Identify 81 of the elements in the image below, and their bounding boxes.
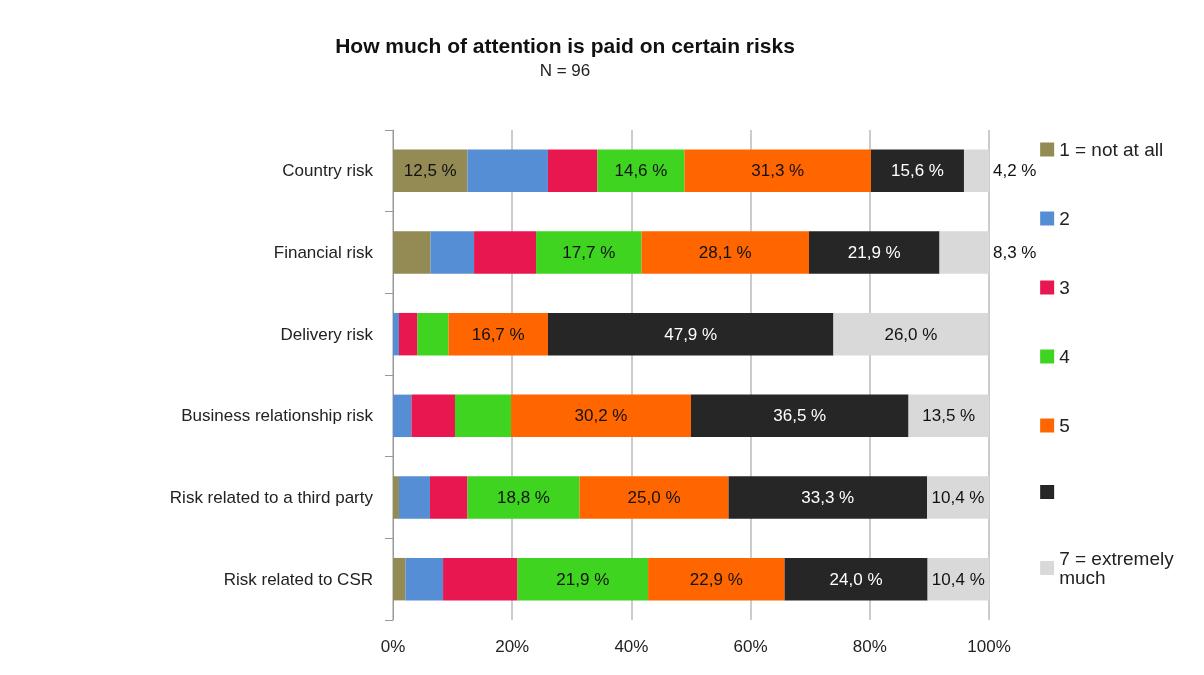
- x-tick-label: 40%: [614, 637, 649, 656]
- bar: [684, 149, 871, 193]
- bar: [393, 312, 399, 356]
- bar: [547, 149, 598, 193]
- data-label: 31,3 %: [751, 161, 805, 181]
- bar: [411, 394, 455, 438]
- bar: [927, 476, 989, 519]
- data-label: 21,9 %: [847, 243, 901, 262]
- bar: [448, 312, 548, 356]
- bar: [809, 231, 940, 274]
- data-label: 28,1 %: [698, 243, 752, 262]
- data-label: 22,9 %: [689, 569, 743, 589]
- x-tick-label: 20%: [495, 637, 530, 656]
- bar: [454, 394, 512, 438]
- bar: [517, 557, 649, 601]
- chart-subtitle: N = 96: [539, 61, 591, 80]
- y-tick-label: Delivery risk: [280, 324, 374, 344]
- x-tick-label: 80%: [852, 637, 887, 656]
- y-tick-label: Business relationship risk: [181, 406, 374, 426]
- legend-label: 3: [1059, 277, 1070, 298]
- bar: [597, 149, 685, 193]
- data-label: 25,0 %: [627, 488, 681, 507]
- bar: [536, 231, 642, 274]
- data-label: 30,2 %: [574, 406, 628, 426]
- bar: [641, 231, 810, 274]
- data-label: 18,8 %: [497, 488, 550, 507]
- bar: [393, 149, 468, 193]
- legend-label: 5: [1059, 415, 1070, 436]
- legend-label: 7 = extremely much: [1059, 548, 1180, 588]
- data-label: 24,0 %: [829, 569, 883, 589]
- bar: [784, 557, 928, 601]
- bar: [547, 312, 834, 356]
- bar: [405, 557, 444, 601]
- data-label: 14,6 %: [614, 161, 668, 181]
- y-tick-label: Country risk: [282, 161, 374, 181]
- bar: [870, 149, 964, 193]
- bar: [398, 476, 430, 519]
- bar: [398, 312, 418, 356]
- legend-label: 1 = not at all: [1059, 139, 1164, 160]
- chart-title: How much of attention is paid on certain risks: [335, 34, 795, 57]
- data-label: 26,0 %: [884, 324, 938, 344]
- bar: [691, 394, 909, 438]
- y-tick-label: Financial risk: [273, 243, 374, 262]
- data-label: 4,2 %: [993, 161, 1037, 181]
- legend-label: 2: [1059, 208, 1070, 229]
- data-label: 21,9 %: [556, 569, 610, 589]
- bar: [429, 476, 468, 519]
- bar: [393, 394, 412, 438]
- data-label: 33,3 %: [801, 488, 855, 507]
- data-label: 10,4 %: [931, 569, 985, 589]
- bar: [443, 557, 518, 601]
- bar: [511, 394, 691, 438]
- data-label: 8,3 %: [993, 243, 1037, 262]
- data-label: 12,5 %: [403, 161, 457, 181]
- y-tick-label: Risk related to a third party: [169, 488, 374, 507]
- bar: [467, 476, 580, 519]
- bar: [430, 231, 475, 274]
- data-label: 17,7 %: [562, 243, 616, 262]
- data-label: 36,5 %: [773, 406, 827, 426]
- bar: [939, 231, 989, 274]
- data-label: 16,7 %: [471, 324, 525, 344]
- bar: [467, 149, 548, 193]
- data-label: 47,9 %: [664, 324, 718, 344]
- x-tick-label: 0%: [380, 637, 406, 656]
- x-tick-label: 100%: [967, 637, 1011, 656]
- x-tick-label: 60%: [733, 637, 768, 656]
- data-label: 15,6 %: [891, 161, 944, 181]
- legend-label: 4: [1059, 346, 1071, 367]
- y-tick-label: Risk related to CSR: [223, 569, 373, 589]
- bar: [393, 476, 399, 519]
- bar: [728, 476, 928, 519]
- bar: [474, 231, 537, 274]
- bar: [579, 476, 729, 519]
- data-label: 13,5 %: [922, 406, 976, 426]
- bar: [963, 149, 989, 193]
- bar: [417, 312, 449, 356]
- bar: [833, 312, 989, 356]
- bar: [393, 557, 406, 601]
- bar: [648, 557, 785, 601]
- bar: [393, 231, 431, 274]
- data-label: 10,4 %: [931, 488, 985, 507]
